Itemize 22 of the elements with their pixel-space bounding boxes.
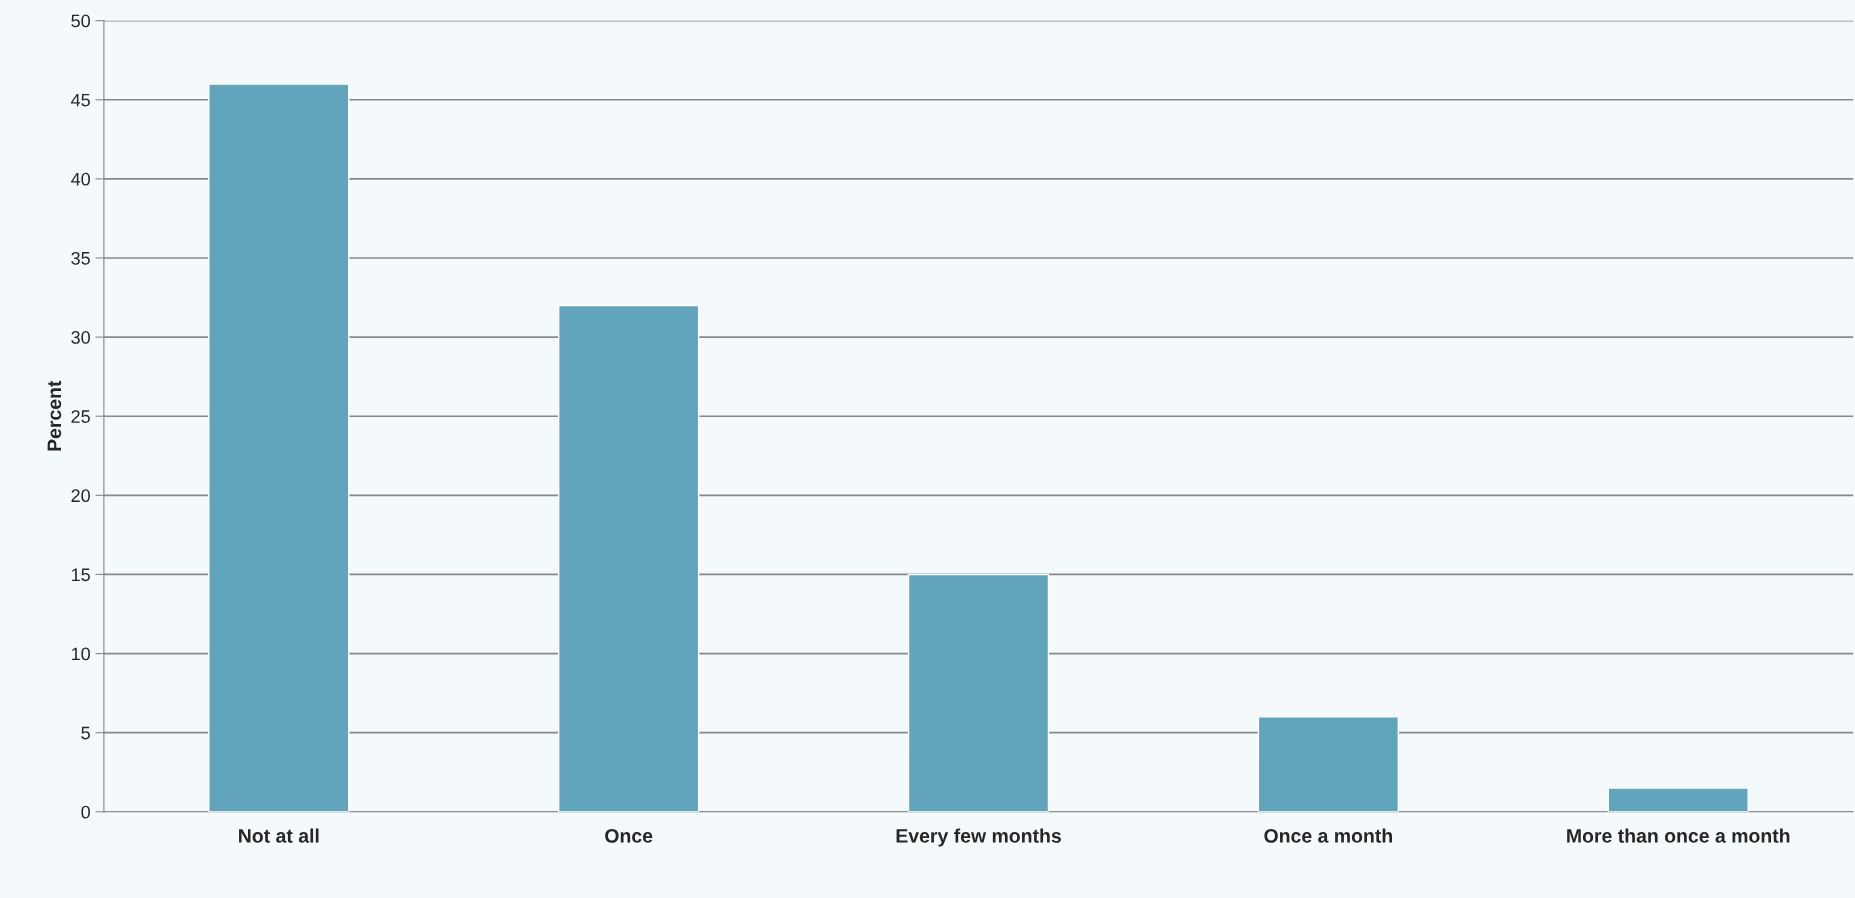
y-tick-label: 10 — [71, 647, 90, 661]
x-tick-label: Not at all — [239, 828, 319, 843]
y-tick-label: 5 — [81, 726, 90, 740]
y-tick-label: 20 — [71, 489, 90, 503]
y-tick-label: 50 — [71, 14, 90, 28]
y-tick-label: 25 — [71, 410, 90, 423]
y-tick-label: 45 — [71, 93, 90, 107]
bar — [1607, 787, 1749, 812]
y-tick-label: 35 — [71, 251, 90, 265]
y-tick-label: 30 — [71, 331, 90, 344]
bar — [557, 304, 700, 812]
x-tick-label: Once — [605, 828, 653, 843]
x-tick-label: Once a month — [1264, 828, 1392, 843]
bar — [907, 573, 1050, 812]
x-tick-label: More than once a month — [1567, 828, 1790, 843]
y-tick-label: 0 — [81, 805, 90, 819]
bar — [208, 83, 350, 812]
x-tick-label: Every few months — [896, 828, 1061, 847]
bar — [1257, 716, 1400, 812]
y-tick-label: 15 — [71, 568, 90, 582]
y-axis-title: Percent — [47, 380, 62, 451]
y-tick-label: 40 — [71, 172, 90, 186]
